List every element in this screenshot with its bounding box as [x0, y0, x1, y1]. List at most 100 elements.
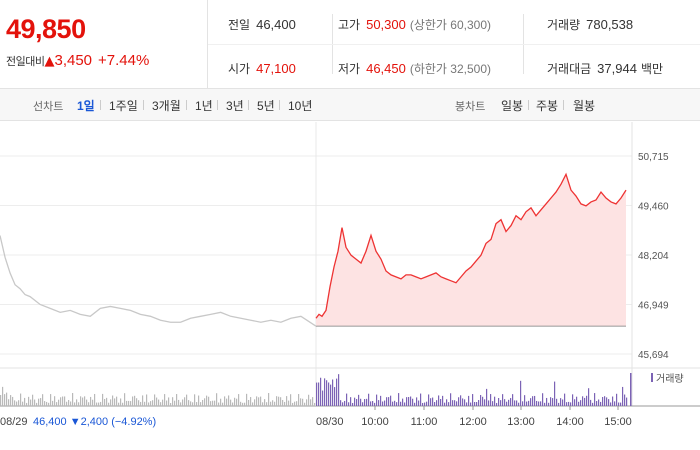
volume-bar: [498, 398, 500, 406]
volume-bar: [22, 401, 24, 406]
volume-bar: [140, 401, 142, 406]
volume-bar: [144, 401, 146, 406]
volume-bar: [226, 398, 228, 406]
volume-bar: [74, 402, 76, 406]
volume-bar: [252, 402, 254, 406]
volume-bar: [332, 379, 334, 406]
volume-bar: [438, 395, 440, 406]
volume-bar: [180, 402, 182, 406]
divider: [563, 100, 564, 110]
volume-bar: [26, 402, 28, 406]
volume-bar: [20, 393, 22, 406]
volume-bar: [368, 393, 370, 406]
volume-bar: [56, 402, 58, 406]
x-tick-label: 12:00: [459, 416, 487, 428]
volume-bar: [216, 393, 218, 406]
volume-bar: [384, 400, 386, 406]
change-label: 전일대비: [6, 55, 45, 68]
volume-bar: [584, 397, 586, 406]
volume-bar: [464, 399, 466, 406]
volume-bar: [104, 398, 106, 406]
volume-bar: [178, 399, 180, 406]
divider: [186, 100, 187, 110]
volume-bar: [270, 401, 272, 406]
volume-legend-label: 거래량: [656, 373, 684, 385]
volume-bar: [570, 402, 572, 406]
volume-bar: [604, 396, 606, 406]
volume-bar: [596, 401, 598, 406]
volume-bar: [128, 400, 130, 406]
volume-bar: [530, 398, 532, 406]
volume-bar: [378, 400, 380, 406]
stat-value: 46,400: [256, 17, 296, 32]
volume-bar: [320, 377, 322, 406]
volume-bar: [348, 402, 350, 406]
volume-bar: [488, 400, 490, 406]
period-5y-button[interactable]: 5년: [257, 99, 275, 113]
volume-bar: [314, 402, 316, 406]
line-chart-label: 선차트: [33, 100, 64, 113]
volume-bar: [410, 396, 412, 406]
volume-bar: [88, 402, 90, 406]
volume-bar: [330, 384, 332, 406]
volume-bar: [508, 399, 510, 406]
volume-bar: [408, 397, 410, 406]
volume-bar: [206, 395, 208, 406]
volume-bar: [528, 400, 530, 406]
volume-bar: [196, 402, 198, 406]
candle-daily-button[interactable]: 일봉: [501, 99, 524, 113]
stat-value: 37,944: [597, 61, 637, 76]
volume-bar: [538, 401, 540, 406]
candle-weekly-button[interactable]: 주봉: [536, 99, 559, 113]
x-tick-label: 11:00: [411, 416, 438, 428]
volume-bar: [350, 397, 352, 406]
volume-bar: [256, 396, 258, 406]
volume-bar: [258, 397, 260, 406]
candle-monthly-button[interactable]: 월봉: [573, 99, 596, 113]
volume-bar: [276, 396, 278, 406]
volume-bar: [158, 399, 160, 406]
volume-bar: [208, 396, 210, 406]
change-value: 3,450: [54, 52, 93, 69]
volume-bar: [532, 396, 534, 406]
candle-chart-label: 봉차트: [455, 100, 486, 113]
volume-bar: [588, 388, 590, 406]
volume-bar: [316, 382, 318, 406]
volume-bar: [480, 394, 482, 406]
volume-bar: [302, 398, 304, 406]
volume-bar: [372, 401, 374, 406]
period-1y-button[interactable]: 1년: [195, 99, 213, 113]
volume-bar: [598, 399, 600, 406]
volume-bar: [238, 394, 240, 406]
price-chart[interactable]: 50,715 49,460 48,204 46,949 45,694 08/29 08/3…: [0, 122, 700, 450]
stat-open: 시가 47,100: [228, 60, 296, 77]
volume-bar: [222, 402, 224, 406]
period-3y-button[interactable]: 3년: [226, 99, 244, 113]
current-price: 49,850: [6, 14, 86, 44]
stat-volume: 거래량 780,538: [547, 16, 633, 33]
period-1w-button[interactable]: 1주일: [109, 99, 138, 113]
volume-bar: [516, 400, 518, 406]
volume-bar: [60, 397, 62, 406]
volume-bar: [322, 390, 324, 406]
volume-bar: [36, 402, 38, 406]
volume-bar: [306, 399, 308, 406]
volume-bar: [100, 401, 102, 406]
stat-label: 저가: [338, 62, 361, 76]
volume-bar: [590, 399, 592, 406]
volume-bar: [168, 397, 170, 406]
volume-bar: [328, 382, 330, 406]
volume-bar: [504, 399, 506, 406]
period-1d-button[interactable]: 1일: [77, 99, 95, 113]
volume-bar: [456, 401, 458, 406]
volume-bar: [324, 378, 326, 406]
volume-bar: [142, 395, 144, 406]
stat-amount: 거래대금 37,944 백만: [547, 60, 663, 77]
volume-bar: [116, 396, 118, 406]
volume-bar: [434, 402, 436, 406]
period-3m-button[interactable]: 3개월: [152, 99, 181, 113]
volume-bar: [250, 397, 252, 406]
volume-bar: [380, 395, 382, 406]
period-10y-button[interactable]: 10년: [288, 99, 313, 113]
volume-bar: [262, 402, 264, 406]
